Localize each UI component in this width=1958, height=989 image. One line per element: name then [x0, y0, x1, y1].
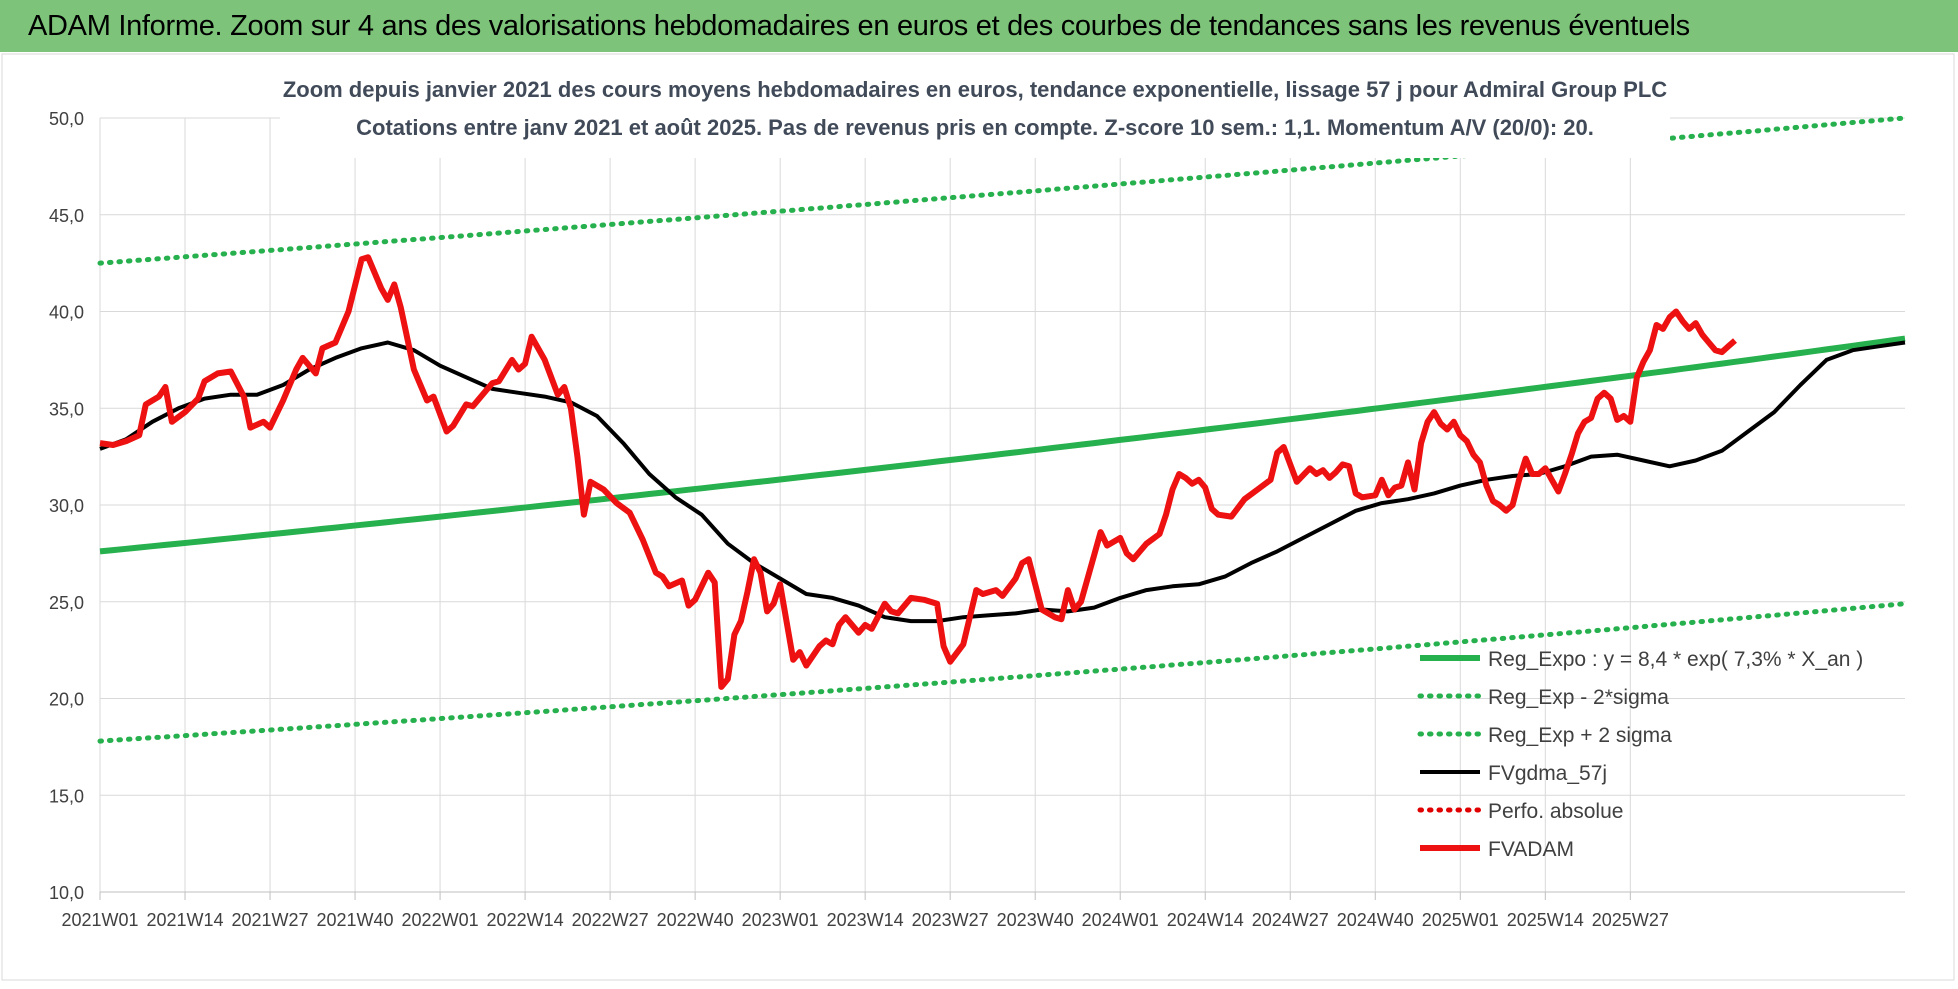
x-tick-label: 2024W27 — [1252, 910, 1329, 930]
x-tick-label: 2022W14 — [487, 910, 564, 930]
y-tick-label: 25,0 — [49, 593, 84, 613]
x-tick-label: 2022W01 — [402, 910, 479, 930]
x-tick-label: 2025W01 — [1422, 910, 1499, 930]
y-tick-label: 20,0 — [49, 690, 84, 710]
y-tick-label: 35,0 — [49, 399, 84, 419]
legend-label: Reg_Expo : y = 8,4 * exp( 7,3% * X_an ) — [1488, 648, 1863, 671]
x-tick-label: 2023W40 — [997, 910, 1074, 930]
legend: Reg_Expo : y = 8,4 * exp( 7,3% * X_an ) R… — [1417, 648, 1863, 861]
header-banner: ADAM Informe. Zoom sur 4 ans des valoris… — [0, 0, 1958, 52]
x-tick-label: 2022W27 — [572, 910, 649, 930]
y-tick-label: 45,0 — [49, 206, 84, 226]
x-tick-label: 2021W14 — [146, 910, 223, 930]
legend-label: FVADAM — [1488, 838, 1574, 861]
legend-label: Reg_Exp - 2*sigma — [1488, 686, 1669, 709]
y-tick-label: 10,0 — [49, 883, 84, 903]
series-line-1 — [97, 601, 1908, 744]
series-line-5 — [99, 254, 1737, 690]
series-line-0 — [99, 335, 1906, 555]
y-tick-label: 40,0 — [49, 303, 84, 323]
chart-svg: 10,0 15,0 20,0 25,0 30,0 35,0 40,0 45,0 50,0 202… — [1, 53, 1955, 981]
x-tick-label: 2021W40 — [317, 910, 394, 930]
x-axis: 2021W01 2021W14 2021W27 2021W40 2022W01 2022W… — [61, 910, 1668, 930]
chart-title: Zoom depuis janvier 2021 des cours moyen… — [283, 77, 1667, 102]
y-axis: 10,0 15,0 20,0 25,0 30,0 35,0 40,0 45,0 50,0 — [49, 109, 84, 903]
x-tick-label: 2023W27 — [912, 910, 989, 930]
series-line-3 — [99, 340, 1906, 624]
y-tick-label: 15,0 — [49, 786, 84, 806]
y-tick-label: 30,0 — [49, 496, 84, 516]
x-tick-label: 2024W14 — [1167, 910, 1244, 930]
legend-label: FVgdma_57j — [1488, 762, 1607, 785]
legend-label: Perfo. absolue — [1488, 800, 1623, 823]
x-tick-label: 2025W14 — [1507, 910, 1584, 930]
title-background — [280, 60, 1670, 158]
chart-subtitle: Cotations entre janv 2021 et août 2025. … — [356, 115, 1594, 140]
x-tick-label: 2021W27 — [232, 910, 309, 930]
x-tick-label: 2024W40 — [1337, 910, 1414, 930]
legend-label: Reg_Exp + 2 sigma — [1488, 724, 1672, 747]
x-tick-label: 2023W01 — [742, 910, 819, 930]
x-tick-label: 2023W14 — [827, 910, 904, 930]
page-title: ADAM Informe. Zoom sur 4 ans des valoris… — [28, 9, 1690, 42]
y-tick-label: 50,0 — [49, 109, 84, 129]
x-tick-label: 2025W27 — [1592, 910, 1669, 930]
x-tick-label: 2022W40 — [657, 910, 734, 930]
x-tick-label: 2024W01 — [1082, 910, 1159, 930]
chart-area: 10,0 15,0 20,0 25,0 30,0 35,0 40,0 45,0 50,0 202… — [0, 52, 1958, 984]
x-tick-label: 2021W01 — [61, 910, 138, 930]
